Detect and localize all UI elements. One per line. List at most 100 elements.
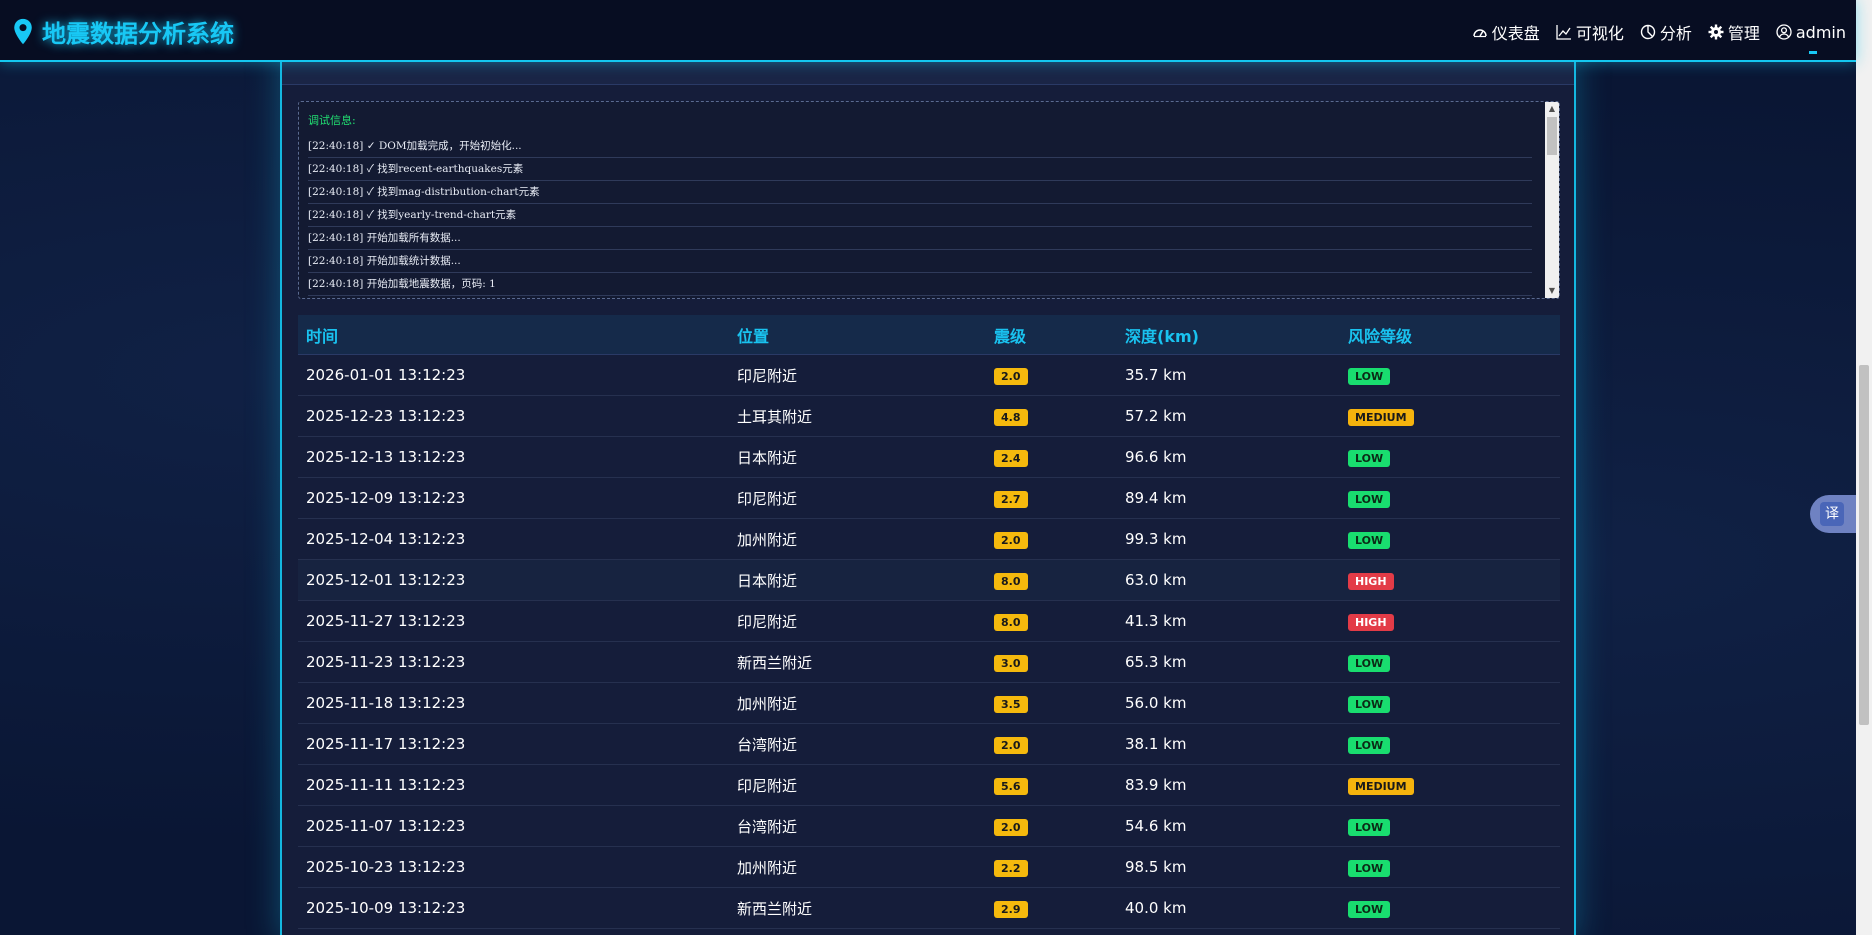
cell-magnitude: 2.0	[994, 366, 1028, 385]
cell-time: 2025-12-04 13:12:23	[306, 530, 466, 548]
cell-risk: LOW	[1348, 858, 1391, 877]
cell-risk: LOW	[1348, 448, 1391, 467]
translate-float-button[interactable]: 译	[1810, 495, 1856, 533]
cell-risk-badge: LOW	[1348, 736, 1391, 754]
cell-risk: LOW	[1348, 735, 1391, 754]
cell-magnitude-badge: 2.0	[994, 531, 1028, 549]
cell-magnitude-badge: 4.8	[994, 408, 1028, 426]
table-row[interactable]: 2025-12-09 13:12:23 印尼附近 2.7 89.4 km LOW	[298, 478, 1560, 519]
table-row[interactable]: 2025-10-09 13:12:23 新西兰附近 2.9 40.0 km LOW	[298, 888, 1560, 929]
cell-magnitude-badge: 2.7	[994, 490, 1028, 508]
nav-visualization[interactable]: 可视化	[1556, 20, 1624, 44]
scroll-up-arrow-icon[interactable]: ▲	[1548, 104, 1556, 113]
gear-icon	[1708, 24, 1724, 40]
nav-analysis[interactable]: 分析	[1640, 20, 1692, 44]
header-location[interactable]: 位置	[737, 326, 770, 346]
cell-time: 2025-11-27 13:12:23	[306, 612, 466, 630]
table-row[interactable]: 2025-11-07 13:12:23 台湾附近 2.0 54.6 km LOW	[298, 806, 1560, 847]
cell-location: 加州附近	[737, 530, 798, 549]
header-time[interactable]: 时间	[306, 326, 339, 346]
nav-management[interactable]: 管理	[1708, 20, 1760, 44]
cell-risk-badge: MEDIUM	[1348, 408, 1414, 426]
app-brand[interactable]: 地震数据分析系统	[12, 14, 234, 49]
table-row[interactable]: 2025-12-01 13:12:23 日本附近 8.0 63.0 km HIGH	[298, 560, 1560, 601]
cell-risk: LOW	[1348, 530, 1391, 549]
cell-risk: MEDIUM	[1348, 407, 1414, 426]
debug-lines: [22:40:18] ✓ DOM加载完成，开始初始化... [22:40:18]…	[308, 135, 1532, 296]
cell-time: 2025-12-09 13:12:23	[306, 489, 466, 507]
cell-risk: LOW	[1348, 366, 1391, 385]
nav-dashboard[interactable]: 仪表盘	[1472, 20, 1540, 44]
cell-time: 2025-11-18 13:12:23	[306, 694, 466, 712]
cell-depth: 56.0 km	[1125, 694, 1187, 712]
map-pin-icon	[14, 18, 32, 44]
earthquake-table: 时间 位置 震级 深度(km) 风险等级 2026-01-01 13:12:23…	[298, 315, 1560, 929]
cell-time: 2025-11-11 13:12:23	[306, 776, 466, 794]
table-row[interactable]: 2025-11-11 13:12:23 印尼附近 5.6 83.9 km MEDIUM	[298, 765, 1560, 806]
cell-location: 日本附近	[737, 448, 798, 467]
nav-user-admin[interactable]: admin	[1776, 23, 1846, 54]
header-depth[interactable]: 深度(km)	[1125, 326, 1199, 346]
app-title: 地震数据分析系统	[42, 20, 234, 48]
cell-magnitude: 5.6	[994, 776, 1028, 795]
cell-risk: LOW	[1348, 817, 1391, 836]
cell-risk: LOW	[1348, 694, 1391, 713]
cell-magnitude: 2.0	[994, 817, 1028, 836]
cell-magnitude-badge: 2.9	[994, 900, 1028, 918]
table-row[interactable]: 2025-11-17 13:12:23 台湾附近 2.0 38.1 km LOW	[298, 724, 1560, 765]
cell-depth: 57.2 km	[1125, 407, 1187, 425]
cell-time: 2025-10-23 13:12:23	[306, 858, 466, 876]
table-row[interactable]: 2025-12-04 13:12:23 加州附近 2.0 99.3 km LOW	[298, 519, 1560, 560]
cell-magnitude: 2.7	[994, 489, 1028, 508]
cell-magnitude: 8.0	[994, 612, 1028, 631]
nav-management-label: 管理	[1727, 24, 1760, 43]
cell-risk-badge: LOW	[1348, 818, 1391, 836]
cell-risk-badge: MEDIUM	[1348, 777, 1414, 795]
table-row[interactable]: 2026-01-01 13:12:23 印尼附近 2.0 35.7 km LOW	[298, 355, 1560, 396]
page-scrollbar[interactable]	[1856, 0, 1872, 935]
cell-location: 印尼附近	[737, 776, 798, 795]
cell-risk-badge: HIGH	[1348, 572, 1394, 590]
cell-magnitude-badge: 2.0	[994, 367, 1028, 385]
cell-magnitude: 2.2	[994, 858, 1028, 877]
debug-line: [22:40:18] ✓ DOM加载完成，开始初始化...	[308, 135, 1532, 158]
cell-magnitude-badge: 3.5	[994, 695, 1028, 713]
cell-magnitude-badge: 2.0	[994, 736, 1028, 754]
cell-depth: 98.5 km	[1125, 858, 1187, 876]
cell-time: 2025-11-17 13:12:23	[306, 735, 466, 753]
cell-risk: LOW	[1348, 653, 1391, 672]
cell-location: 新西兰附近	[737, 653, 813, 672]
cell-time: 2025-11-07 13:12:23	[306, 817, 466, 835]
debug-line: [22:40:18] ✓ 找到recent-earthquakes元素	[308, 158, 1532, 181]
table-row[interactable]: 2025-11-23 13:12:23 新西兰附近 3.0 65.3 km LOW	[298, 642, 1560, 683]
cell-depth: 89.4 km	[1125, 489, 1187, 507]
table-row[interactable]: 2025-12-23 13:12:23 土耳其附近 4.8 57.2 km MEDIUM	[298, 396, 1560, 437]
cell-time: 2025-11-23 13:12:23	[306, 653, 466, 671]
cell-depth: 83.9 km	[1125, 776, 1187, 794]
table-row[interactable]: 2025-10-23 13:12:23 加州附近 2.2 98.5 km LOW	[298, 847, 1560, 888]
header-risk[interactable]: 风险等级	[1348, 326, 1413, 346]
cell-depth: 65.3 km	[1125, 653, 1187, 671]
header-magnitude[interactable]: 震级	[994, 326, 1027, 346]
cell-location: 印尼附近	[737, 366, 798, 385]
table-row[interactable]: 2025-11-27 13:12:23 印尼附近 8.0 41.3 km HIGH	[298, 601, 1560, 642]
page-scroll-thumb[interactable]	[1859, 365, 1869, 725]
cell-depth: 63.0 km	[1125, 571, 1187, 589]
debug-log[interactable]: 调试信息: [22:40:18] ✓ DOM加载完成，开始初始化... [22:…	[298, 101, 1560, 299]
table-row[interactable]: 2025-12-13 13:12:23 日本附近 2.4 96.6 km LOW	[298, 437, 1560, 478]
debug-scrollbar[interactable]: ▲ ▼	[1545, 102, 1559, 298]
cell-time: 2025-12-13 13:12:23	[306, 448, 466, 466]
cell-location: 新西兰附近	[737, 899, 813, 918]
cell-location: 土耳其附近	[737, 407, 813, 426]
cell-depth: 35.7 km	[1125, 366, 1187, 384]
cell-depth: 40.0 km	[1125, 899, 1187, 917]
scroll-down-arrow-icon[interactable]: ▼	[1548, 286, 1556, 295]
cell-time: 2025-10-09 13:12:23	[306, 899, 466, 917]
cell-magnitude-badge: 2.2	[994, 859, 1028, 877]
debug-title: 调试信息:	[308, 114, 356, 127]
debug-line: [22:40:18] ✓ 找到yearly-trend-chart元素	[308, 204, 1532, 227]
cell-time: 2025-12-01 13:12:23	[306, 571, 466, 589]
line-chart-icon	[1556, 25, 1571, 40]
table-row[interactable]: 2025-11-18 13:12:23 加州附近 3.5 56.0 km LOW	[298, 683, 1560, 724]
debug-scroll-thumb[interactable]	[1547, 117, 1557, 155]
